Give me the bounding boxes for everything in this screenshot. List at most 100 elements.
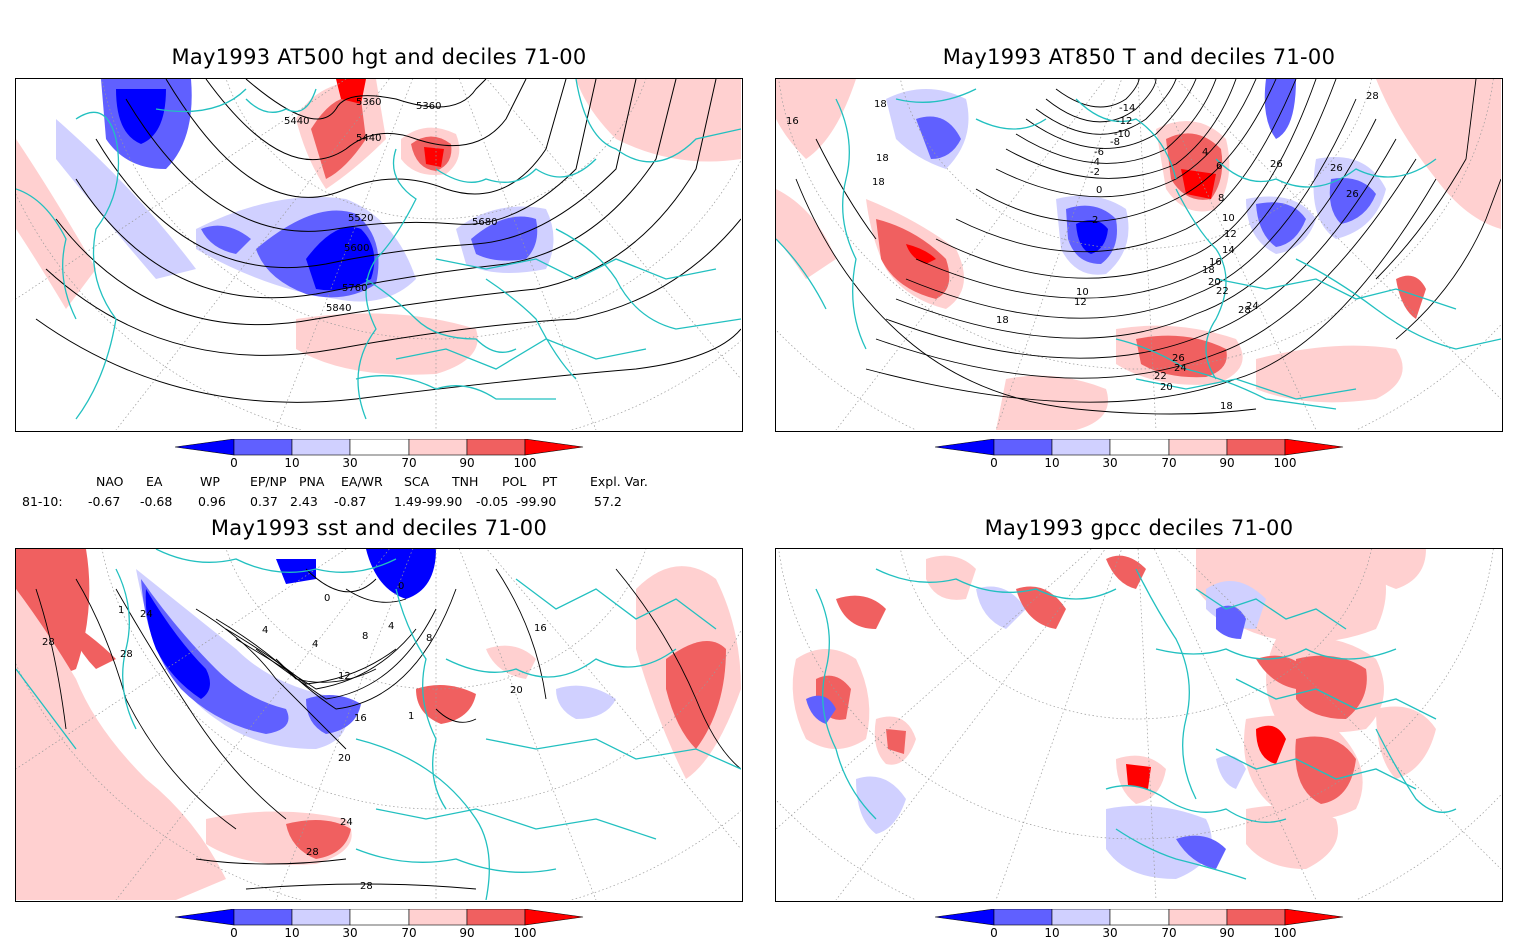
colorbar-swatch [1284,439,1344,456]
contour-label: 10 [1076,287,1089,298]
colorbar-label: 100 [513,926,537,940]
colorbar-label: 10 [1044,456,1060,470]
contour-label: 12 [1224,229,1237,240]
map-canvas-t850: -14 -12 -10 -8 -6 -4 -2 0 2 4 6 8 10 12 … [776,79,1501,430]
contour-label: 0 [1096,185,1102,196]
tc-value: 1.49 [394,494,422,509]
colorbar-gpcc: 0 10 30 70 90 100 [935,909,1355,943]
contour-label: 24 [1174,363,1187,374]
contour-labels: 5360 5360 5440 5440 5520 5600 5680 5760 … [284,97,497,314]
colorbar-swatch [1226,909,1286,926]
colorbar-swatch [1168,439,1228,456]
contour-label: 20 [1160,382,1173,393]
tc-header: EA/WR [341,474,383,489]
contour-label: 16 [1209,257,1222,268]
colorbar-label: 100 [1273,456,1297,470]
map-canvas-gpcc [776,549,1501,900]
colorbar-swatch [993,909,1053,926]
contour-label: 10 [1222,213,1235,224]
panel-title-hgt500: May1993 AT500 hgt and deciles 71-00 [171,45,587,69]
colorbar-swatch [175,909,235,926]
colorbar-label: 70 [401,926,417,940]
colorbar-label: 0 [990,456,998,470]
tc-header: Expl. Var. [590,474,648,489]
contour-label: 24 [340,817,353,828]
contour-label: 4 [388,621,394,632]
contour-label: 22 [1216,286,1229,297]
contour-label: 5360 [416,101,441,112]
contour-label: 2 [1092,215,1098,226]
colorbar-swatch [349,909,410,926]
contour-label: 20 [510,685,523,696]
colorbar-swatch [175,439,235,456]
colorbar-swatch [1109,439,1170,456]
colorbar-swatch [1051,439,1111,456]
contour-label: 0 [398,581,404,592]
contour-label: 16 [354,713,367,724]
map-panel-t850: -14 -12 -10 -8 -6 -4 -2 0 2 4 6 8 10 12 … [775,78,1503,432]
contour-label: 5440 [356,133,381,144]
colorbar-label: 90 [459,456,475,470]
colorbar-t850: 0 10 30 70 90 100 [935,439,1355,473]
colorbar-label: 10 [284,456,300,470]
contour-label: -6 [1094,147,1104,158]
tc-header: WP [200,474,220,489]
panel-title-sst: May1993 sst and deciles 71-00 [210,516,548,540]
contour-label: 5440 [284,116,309,127]
tc-header: POL [502,474,527,489]
contour-label: 28 [42,637,55,648]
tc-header: SCA [404,474,430,489]
contour-label: 16 [786,116,799,127]
contour-label: 20 [1208,277,1221,288]
colorbar-swatch [1051,909,1111,926]
map-panel-hgt500: 5360 5360 5440 5440 5520 5600 5680 5760 … [15,78,743,432]
colorbar-swatch [1168,909,1228,926]
decile-shading [792,549,1436,879]
contour-label: 26 [1270,159,1283,170]
map-panel-sst: 28 28 24 4 0 0 4 8 12 16 20 24 28 28 16 … [15,548,743,902]
tc-value: -0.67 [88,494,121,509]
tc-value: 2.43 [290,494,318,509]
contours [795,79,1501,415]
colorbar-label: 90 [459,926,475,940]
contour-label: 28 [1366,91,1379,102]
contour-labels: 28 28 24 4 0 0 4 8 12 16 20 24 28 28 16 … [42,581,547,892]
colorbar-swatches [935,909,1344,926]
map-canvas-sst: 28 28 24 4 0 0 4 8 12 16 20 24 28 28 16 … [16,549,741,900]
contour-label: 26 [1172,353,1185,364]
colorbar-label: 10 [1044,926,1060,940]
contour-label: -12 [1116,116,1132,127]
colorbar-swatches [935,439,1344,456]
colorbar-label: 30 [1102,926,1118,940]
contour-label: 5520 [348,213,373,224]
geo-grid [776,79,1501,430]
contour-label: -4 [1090,157,1100,168]
contour-label: 26 [1346,189,1359,200]
contour-label: 16 [534,623,547,634]
contour-label: 1 [118,605,124,616]
contour-label: 8 [362,631,368,642]
colorbar-label: 10 [284,926,300,940]
colorbar-swatch [935,909,995,926]
tc-value: 0.96 [198,494,226,509]
contour-label: -14 [1119,103,1135,114]
contour-label: 12 [1074,297,1087,308]
colorbar-swatch [349,439,410,456]
contour-label: 22 [1154,371,1167,382]
colorbar-swatch [466,439,526,456]
tc-header: TNH [452,474,479,489]
tc-value: -0.68 [140,494,173,509]
decile-shading [776,79,1501,430]
contour-label: 8 [1218,193,1224,204]
contour-label: 18 [874,99,887,110]
colorbar-swatch [993,439,1053,456]
contour-label: 14 [1222,245,1235,256]
tc-header: NAO [96,474,124,489]
colorbar-swatch [233,909,293,926]
colorbar-swatches [175,909,584,926]
contour-label: 0 [324,593,330,604]
contour-label: 28 [360,881,373,892]
tc-header: EA [146,474,163,489]
contour-label: 24 [140,609,153,620]
colorbar-swatch [291,909,351,926]
